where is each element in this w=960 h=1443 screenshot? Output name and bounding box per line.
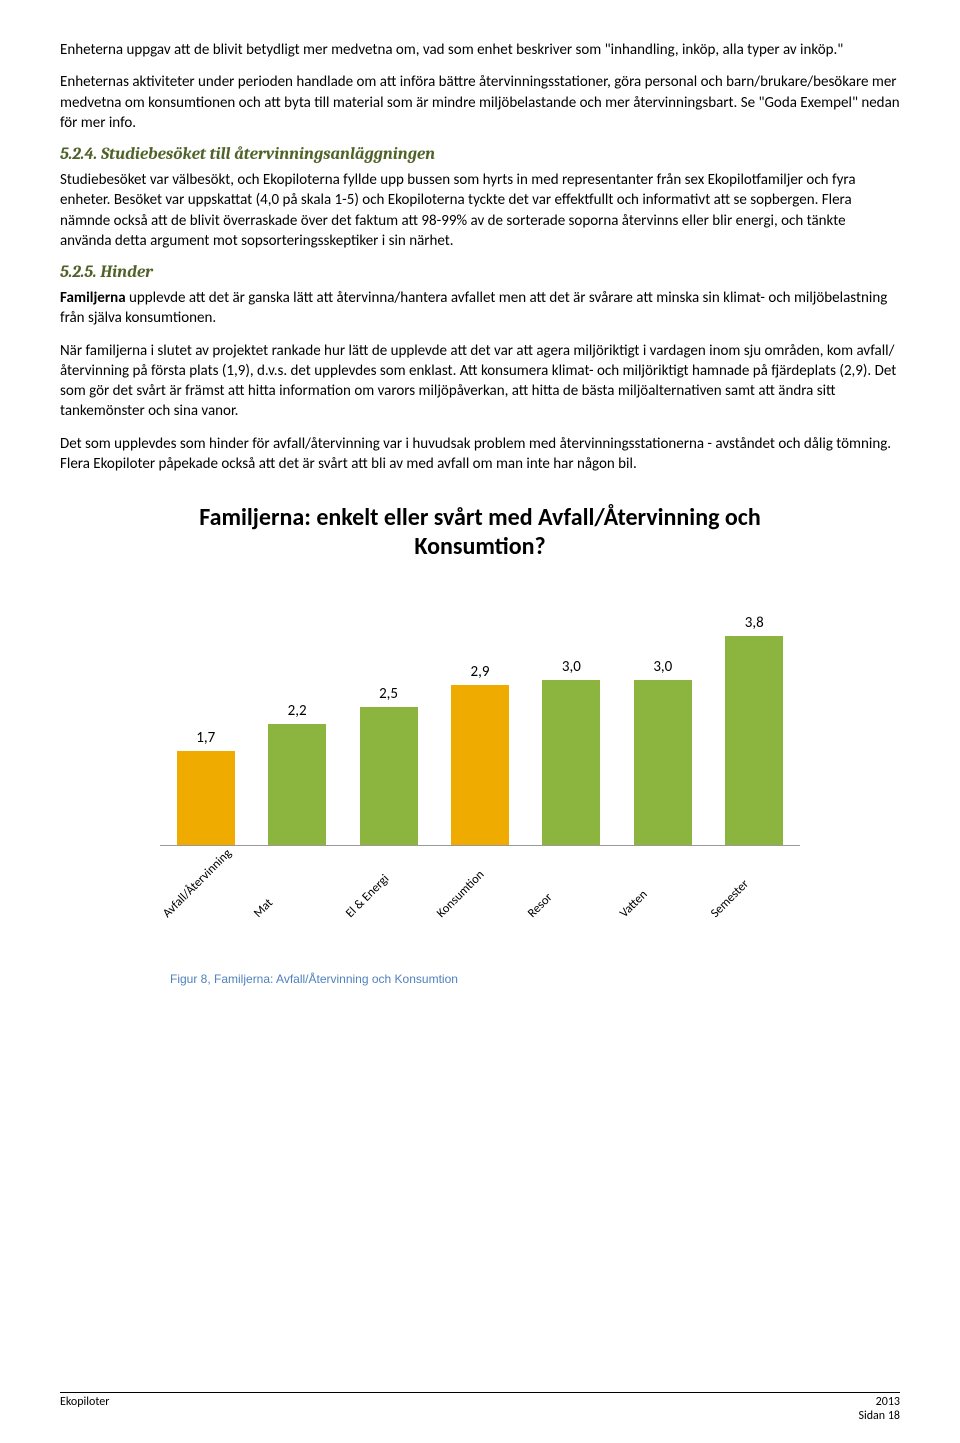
footer-right: 2013 Sidan 18 <box>858 1395 900 1423</box>
bar-rect <box>542 680 600 845</box>
emphasis-familjerna: Familjerna <box>60 289 126 307</box>
bar-value-label: 1,7 <box>196 729 215 747</box>
bar-value-label: 3,8 <box>745 614 764 632</box>
bar-rect <box>268 724 326 845</box>
bar-slot: 3,8 <box>714 614 794 845</box>
chart-x-labels: Avfall/ÅtervinningMatEl & EnergiKonsumti… <box>160 852 800 932</box>
paragraph: Familjerna upplevde att det är ganska lä… <box>60 288 900 329</box>
paragraph: Studiebesöket var välbesökt, och Ekopilo… <box>60 170 900 251</box>
heading-5-2-5: 5.2.5. Hinder <box>60 263 900 282</box>
chart-bars: 1,7 2,2 2,5 2,9 3,0 3,0 3,8 <box>160 586 800 845</box>
chart-title: Familjerna: enkelt eller svårt med Avfal… <box>160 504 800 562</box>
bar-slot: 2,5 <box>349 685 429 845</box>
bar-rect <box>725 636 783 845</box>
footer-year: 2013 <box>858 1395 900 1409</box>
bar-rect <box>360 707 418 845</box>
bar-value-label: 3,0 <box>562 658 581 676</box>
bar-slot: 3,0 <box>623 658 703 845</box>
bar-value-label: 3,0 <box>653 658 672 676</box>
paragraph: Det som upplevdes som hinder för avfall/… <box>60 434 900 475</box>
heading-5-2-4: 5.2.4. Studiebesöket till återvinningsan… <box>60 145 900 164</box>
bar-slot: 1,7 <box>166 729 246 845</box>
bar-slot: 3,0 <box>531 658 611 845</box>
bar-value-label: 2,2 <box>288 702 307 720</box>
figure-caption: Figur 8, Familjerna: Avfall/Återvinning … <box>170 972 900 986</box>
paragraph: Enheternas aktiviteter under perioden ha… <box>60 72 900 133</box>
bar-rect <box>451 685 509 845</box>
bar-rect <box>177 751 235 845</box>
bar-rect <box>634 680 692 845</box>
footer-left: Ekopiloter <box>60 1395 109 1423</box>
footer-page-number: Sidan 18 <box>858 1409 900 1423</box>
paragraph: Enheterna uppgav att de blivit betydligt… <box>60 40 900 60</box>
bar-value-label: 2,5 <box>379 685 398 703</box>
bar-slot: 2,9 <box>440 663 520 845</box>
paragraph-text: upplevde att det är ganska lätt att åter… <box>60 289 887 327</box>
bar-slot: 2,2 <box>257 702 337 845</box>
chart-plot-area: 1,7 2,2 2,5 2,9 3,0 3,0 3,8 <box>160 586 800 846</box>
bar-chart: Familjerna: enkelt eller svårt med Avfal… <box>160 504 800 932</box>
page-footer: Ekopiloter 2013 Sidan 18 <box>60 1392 900 1423</box>
bar-value-label: 2,9 <box>470 663 489 681</box>
x-axis-label: Semester <box>708 853 821 966</box>
paragraph: När familjerna i slutet av projektet ran… <box>60 341 900 422</box>
